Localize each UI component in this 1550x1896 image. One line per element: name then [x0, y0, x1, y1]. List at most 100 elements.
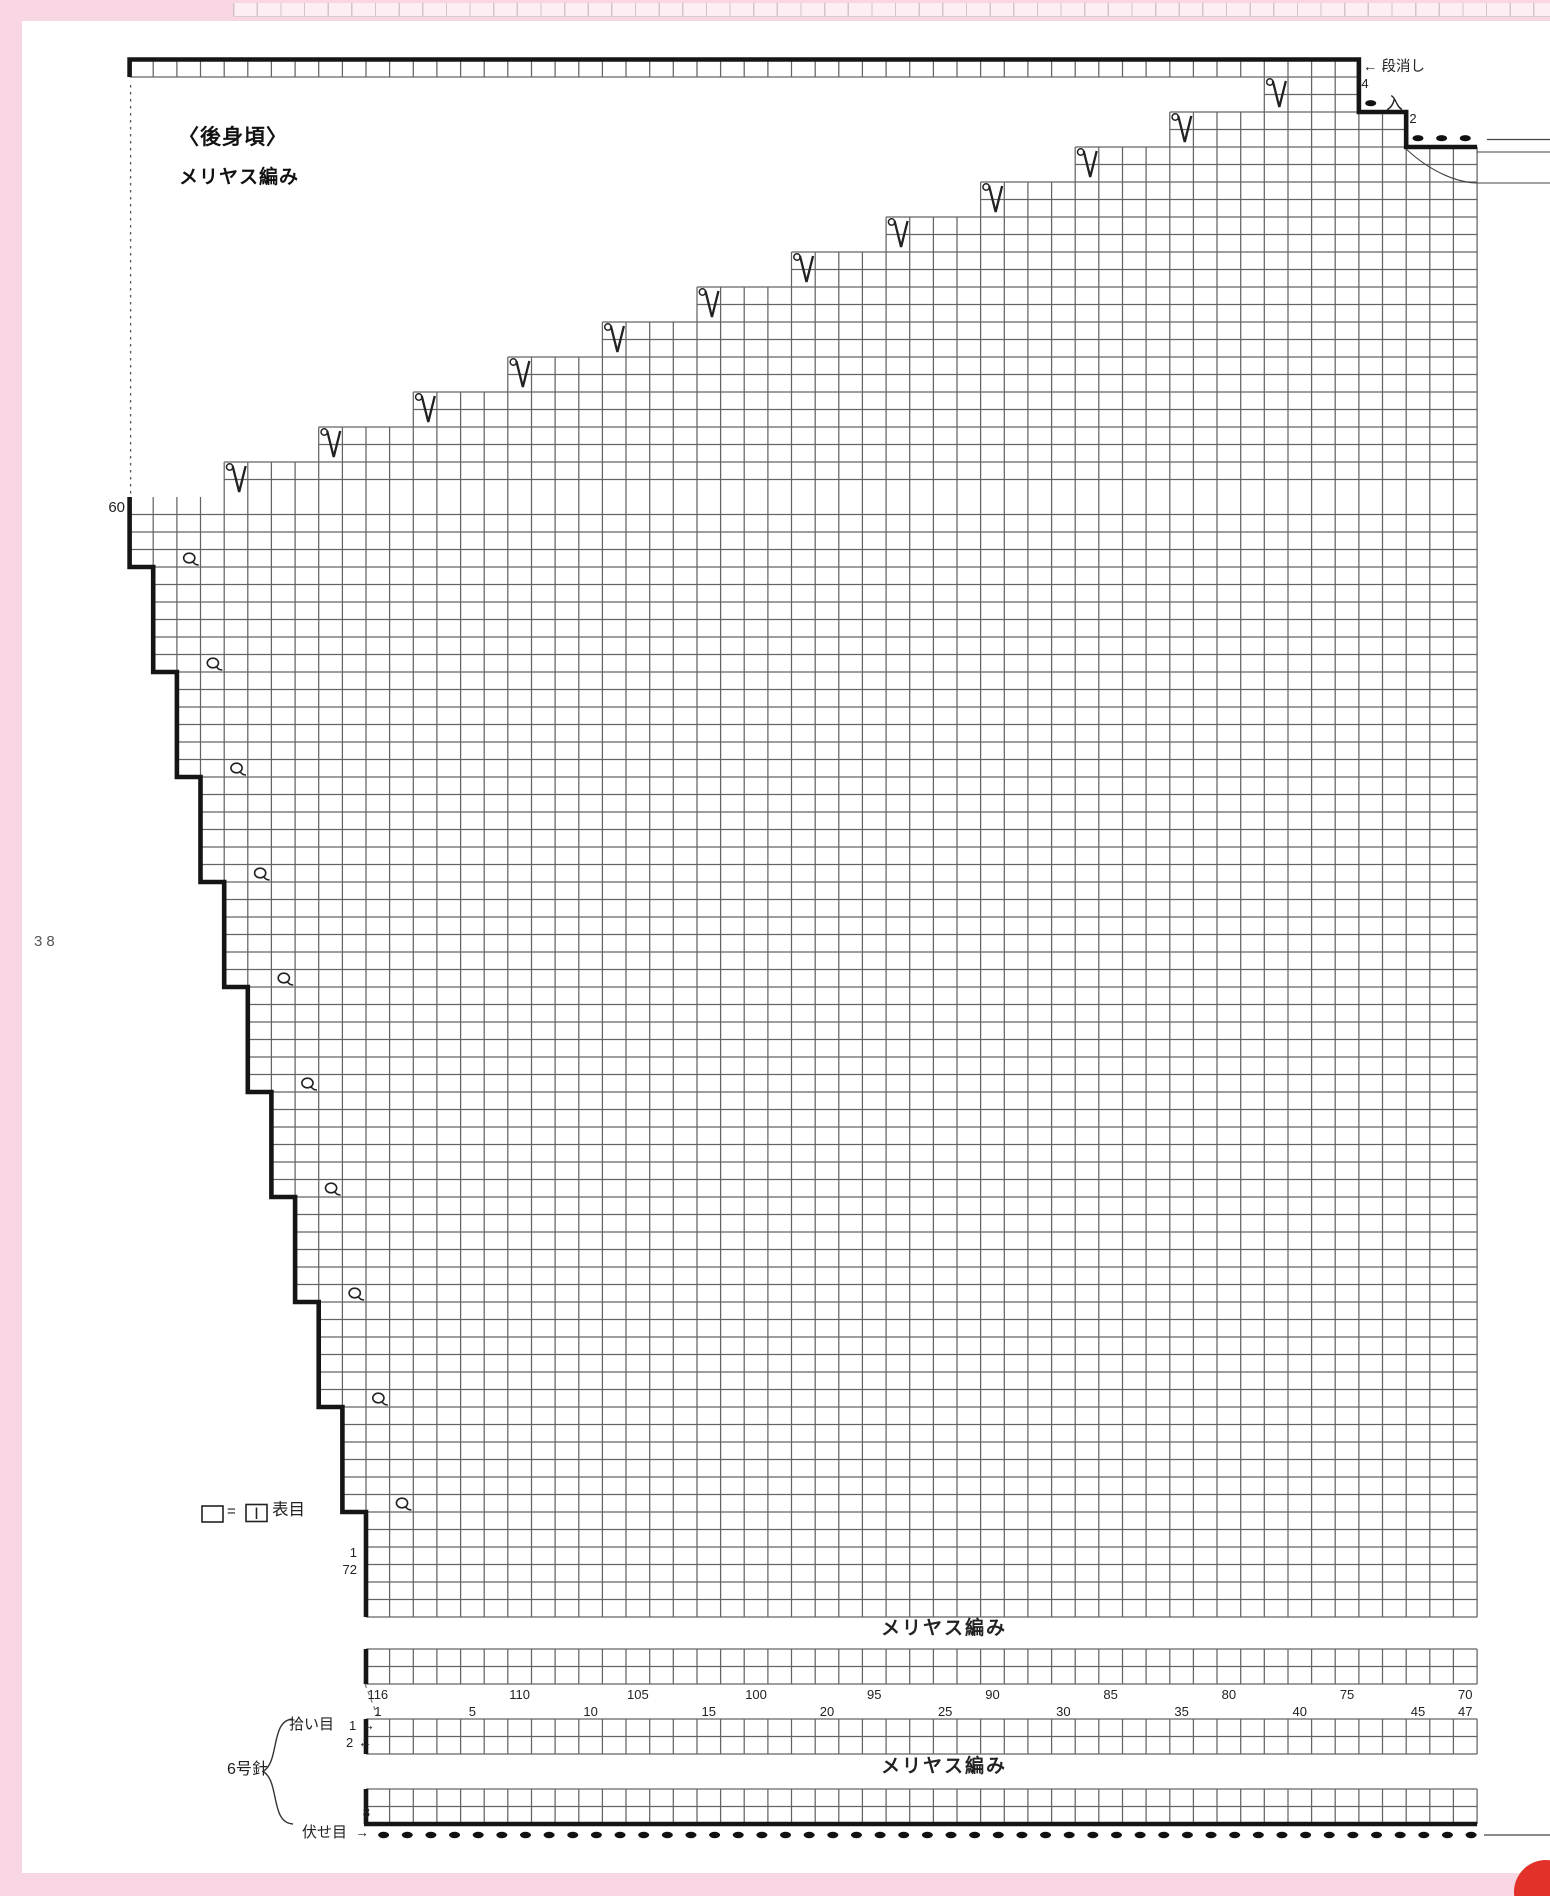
page-border-left: [0, 21, 22, 1873]
v-slip-icon: [1271, 80, 1287, 108]
right-arrow-icon: →: [361, 1717, 375, 1733]
stitch-number: 75: [1339, 1687, 1355, 1702]
v-slip-icon: [231, 465, 247, 493]
bindoff-dot-icon: [1252, 1831, 1264, 1839]
legend-knit-label: 表目: [272, 1501, 305, 1519]
stitch-number: 70: [1458, 1687, 1473, 1702]
band-row2-number: 2: [346, 1735, 354, 1750]
bindoff-dot-icon: [638, 1831, 650, 1839]
pickup-number: 45: [1410, 1703, 1426, 1719]
bindoff-dot-icon: [1040, 1831, 1052, 1839]
pickup-number: 1: [374, 1703, 382, 1719]
bindoff-dot-icon: [543, 1831, 555, 1839]
bindoff-dot-icon: [1134, 1831, 1146, 1839]
bindoff-dot-icon: [1371, 1831, 1383, 1839]
bindoff-dot-icon: [1465, 1831, 1477, 1839]
bindoff-label: 伏せ目: [302, 1824, 348, 1841]
page-border-bottom: [0, 1873, 1550, 1896]
bindoff-dot-icon: [1436, 135, 1448, 142]
bindoff-dot-icon: [1205, 1831, 1217, 1839]
loop-icon: [277, 972, 291, 984]
left-arrow-icon: ←: [358, 1734, 372, 1750]
page-number: 38: [34, 933, 59, 950]
pickup-number: 30: [1056, 1703, 1071, 1719]
bindoff-dot-icon: [401, 1831, 413, 1839]
bindoff-dot-icon: [827, 1831, 839, 1839]
bindoff-dot-icon: [472, 1831, 484, 1839]
red-page-dot: [1514, 1860, 1550, 1896]
bindoff-dot-icon: [614, 1831, 626, 1839]
stockinette-label-mid: メリヤス編み: [880, 1618, 1007, 1639]
bindoff-dot-icon: [850, 1831, 862, 1839]
loop-icon: [301, 1077, 314, 1089]
bindoff-dot-icon: [1418, 1831, 1430, 1839]
bindoff-dot-icon: [874, 1831, 886, 1839]
stitch-number: 85: [1103, 1687, 1118, 1702]
bindoff-dot-icon: [992, 1831, 1004, 1839]
bindoff-dot-icon: [803, 1831, 815, 1839]
bindoff-dot-icon: [1412, 135, 1424, 142]
legend-knit-box-icon: [245, 1503, 268, 1523]
row-1-label: 1: [349, 1545, 357, 1560]
adjacent-chart-ticks: [233, 3, 1550, 17]
stitch-number: 80: [1221, 1687, 1237, 1702]
loop-icon: [395, 1497, 409, 1509]
bindoff-dot-icon: [519, 1831, 531, 1839]
band-row1-number: 1: [349, 1718, 357, 1733]
loop-icon: [206, 657, 220, 669]
bindoff-dot-icon: [1441, 1831, 1453, 1839]
shortrow-slip-symbols: [225, 78, 1287, 493]
bindoff-dot-icon: [732, 1831, 744, 1839]
left-arrow-icon: ←: [1363, 59, 1378, 75]
loop-icon: [182, 552, 196, 564]
bindoff-4-label: 4: [1361, 76, 1369, 91]
bindoff-dot-icon: [425, 1831, 437, 1839]
pickup-label: 拾い目: [289, 1716, 335, 1733]
pickup-number: 40: [1292, 1703, 1307, 1719]
stitch-number: 90: [985, 1687, 1000, 1702]
bindoff-dot-icon: [1110, 1831, 1122, 1839]
pickup-number: 35: [1174, 1703, 1189, 1719]
bindoff-dot-icon: [969, 1831, 981, 1839]
v-slip-icon: [798, 255, 815, 283]
stitch-number: 110: [509, 1687, 531, 1702]
pickup-number: 15: [701, 1703, 716, 1719]
guide-lines: [129, 85, 379, 1717]
stitch-pattern-title: メリヤス編み: [179, 167, 300, 188]
loop-icon: [253, 867, 267, 879]
bindoff-dot-icon: [567, 1831, 579, 1839]
count-72-label: 72: [342, 1562, 357, 1577]
bindoff-dot-icon: [1347, 1831, 1359, 1839]
row-60-label: 60: [108, 499, 125, 516]
continuation-lines: [1405, 138, 1550, 184]
grid-lines: [129, 59, 1478, 1824]
pickup-number: 47: [1458, 1703, 1473, 1719]
legend-empty-box-icon: [201, 1505, 224, 1523]
bindoff-2-label: 2: [1409, 111, 1417, 126]
top-bindoff-symbols: 入: [1365, 94, 1471, 142]
bindoff-dot-icon: [780, 1831, 792, 1839]
loop-icon: [371, 1392, 385, 1404]
loop-icon: [230, 762, 243, 774]
stitch-number: 100: [745, 1687, 767, 1702]
bindoff-dot-icon: [1365, 100, 1377, 107]
bindoff-dot-icon: [921, 1831, 933, 1839]
needle-brace: [261, 1718, 294, 1825]
pickup-number: 5: [468, 1703, 476, 1719]
bindoff-dot-icon: [1087, 1831, 1099, 1839]
pickup-number: 10: [583, 1703, 598, 1719]
v-slip-icon: [1082, 150, 1098, 178]
bindoff-dot-icon: [1016, 1831, 1028, 1839]
bindoff-dot-icon: [378, 1831, 390, 1839]
stockinette-label-band: メリヤス編み: [880, 1756, 1007, 1777]
loop-icon: [324, 1182, 338, 1194]
right-arrow-icon: →: [355, 1824, 369, 1840]
v-slip-icon: [893, 220, 909, 248]
bindoff-dot-icon: [1276, 1831, 1288, 1839]
bindoff-dot-icon: [1300, 1831, 1312, 1839]
v-slip-icon: [515, 360, 531, 388]
bindoff-dot-icon: [1181, 1831, 1193, 1839]
bindoff-dot-icon: [449, 1831, 461, 1839]
bindoff-dot-icon: [898, 1831, 910, 1839]
